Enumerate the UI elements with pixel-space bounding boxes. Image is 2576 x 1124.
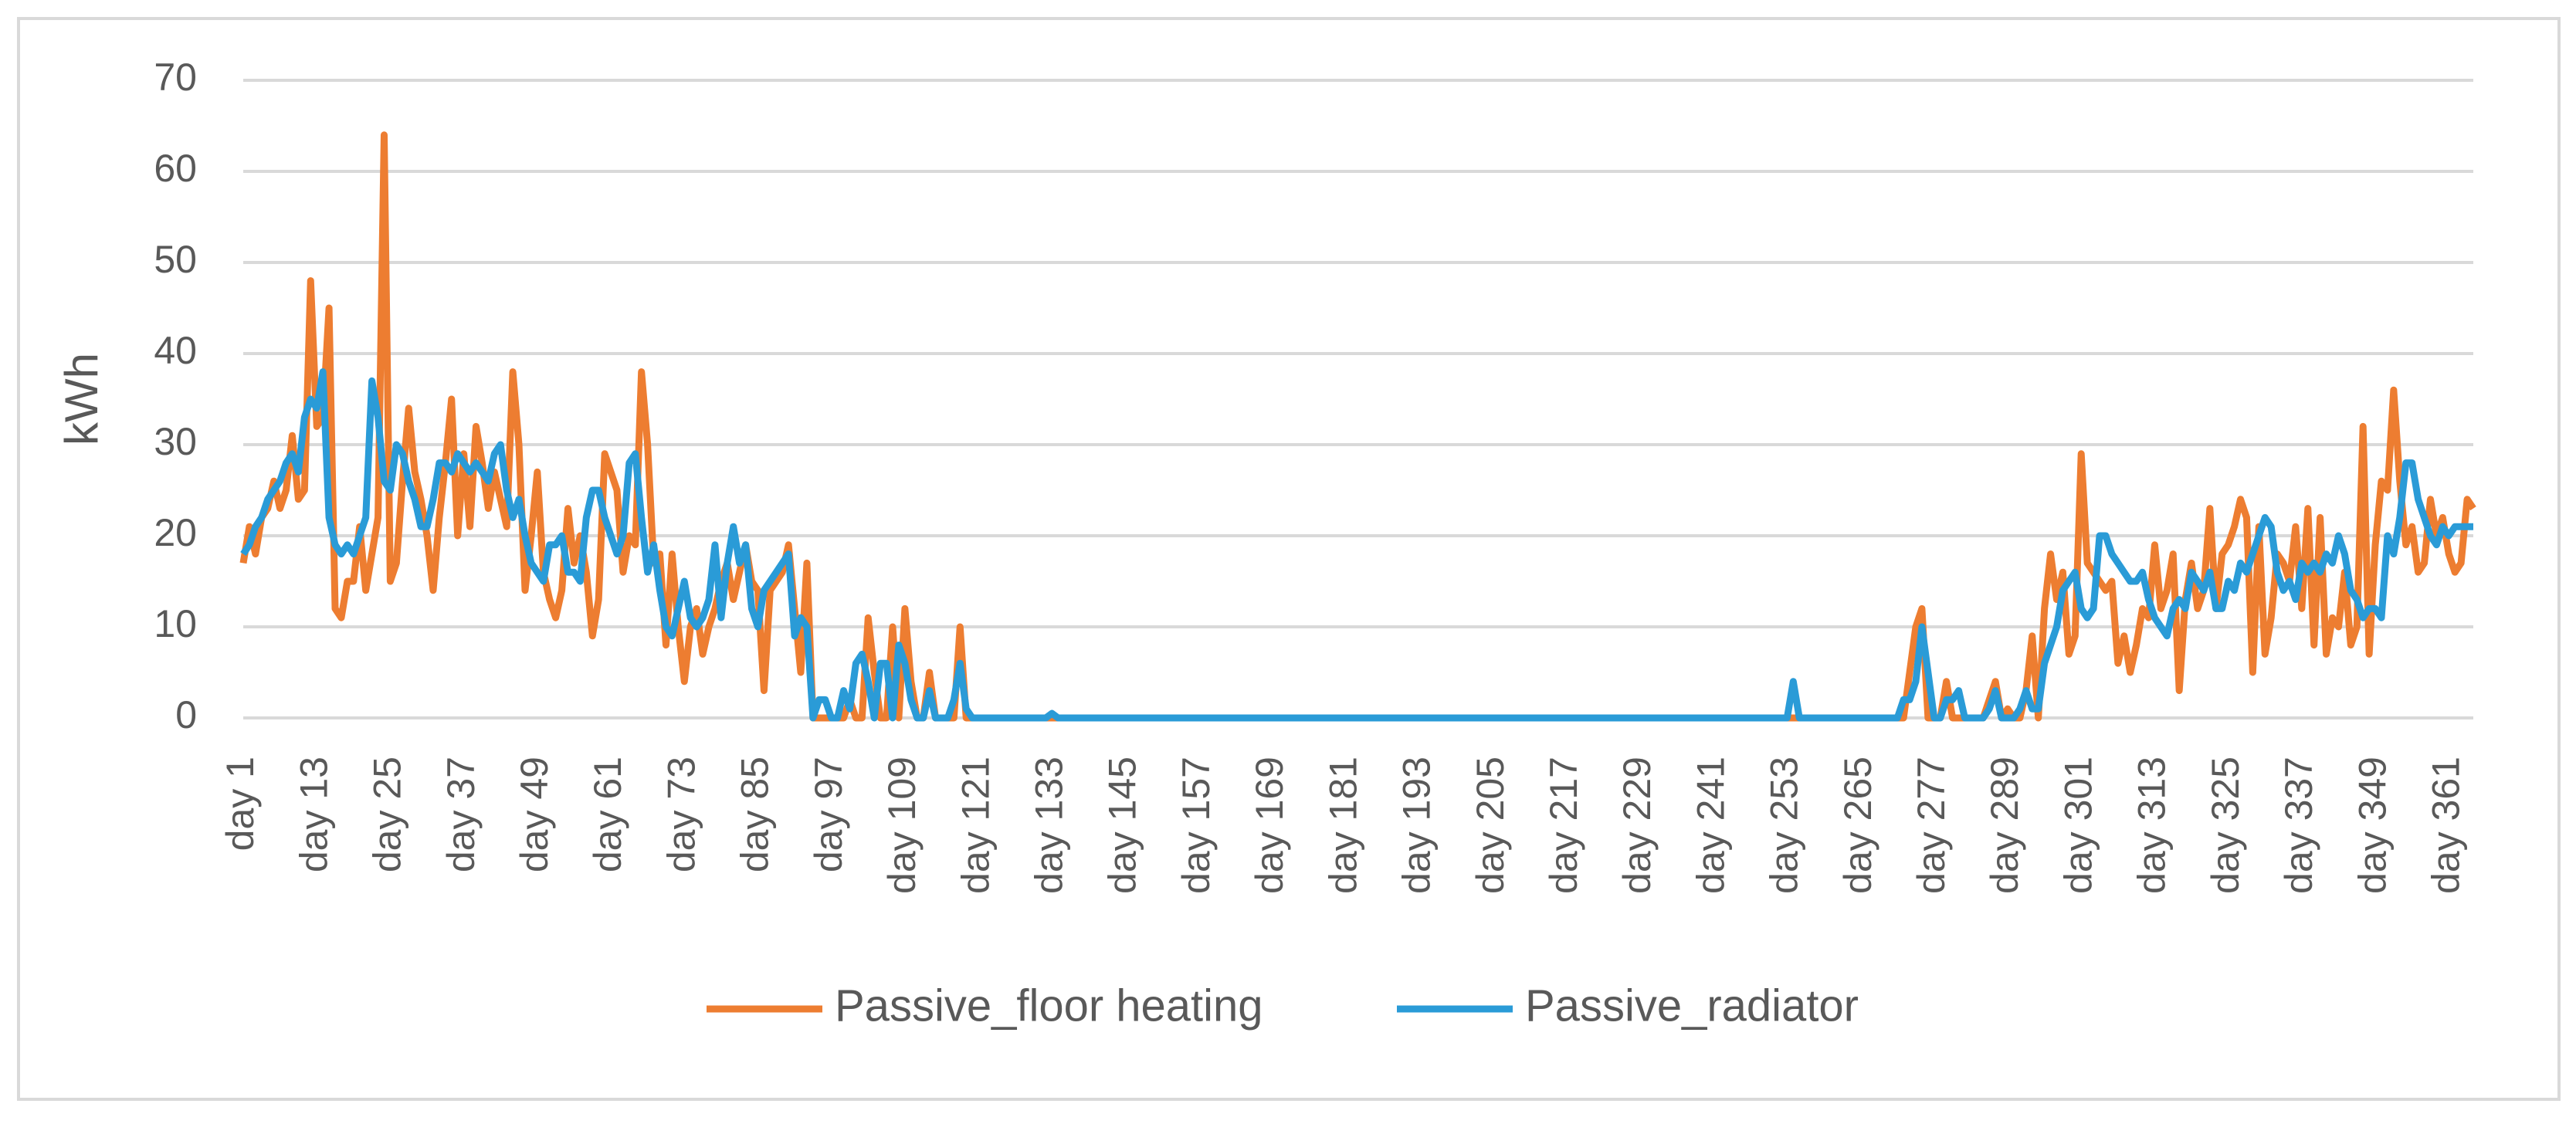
x-tick-label: day 169 — [1248, 757, 1291, 894]
x-tick-label: day 337 — [2277, 757, 2320, 894]
x-tick-label: day 313 — [2130, 757, 2174, 894]
x-tick-label: day 277 — [1910, 757, 1953, 894]
y-tick-label: 30 — [154, 420, 197, 463]
y-tick-label: 40 — [154, 329, 197, 372]
legend-label: Passive_floor heating — [835, 980, 1263, 1031]
x-tick-label: day 289 — [1983, 757, 2026, 894]
x-tick-label: day 133 — [1027, 757, 1070, 894]
x-tick-label: day 217 — [1542, 757, 1585, 894]
x-tick-label: day 13 — [292, 757, 335, 872]
x-tick-label: day 205 — [1469, 757, 1512, 894]
x-tick-label: day 145 — [1101, 757, 1144, 894]
x-tick-label: day 1 — [219, 757, 262, 851]
x-tick-label: day 97 — [807, 757, 850, 872]
x-tick-label: day 37 — [439, 757, 483, 872]
y-tick-label: 10 — [154, 602, 197, 645]
x-tick-label: day 253 — [1763, 757, 1806, 894]
x-tick-label: day 361 — [2424, 757, 2467, 894]
y-tick-label: 50 — [154, 238, 197, 281]
series-line — [240, 368, 2473, 722]
x-tick-label: day 61 — [586, 757, 629, 872]
legend-label: Passive_radiator — [1525, 980, 1859, 1031]
y-tick-label: 70 — [154, 56, 197, 99]
x-tick-label: day 181 — [1321, 757, 1364, 894]
x-tick-label: day 193 — [1395, 757, 1439, 894]
x-tick-label: day 265 — [1836, 757, 1879, 894]
x-tick-label: day 49 — [513, 757, 556, 872]
x-tick-label: day 109 — [880, 757, 924, 894]
x-tick-label: day 241 — [1689, 757, 1732, 894]
x-tick-label: day 73 — [659, 757, 703, 872]
y-tick-label: 0 — [175, 693, 197, 736]
x-tick-label: day 325 — [2204, 757, 2247, 894]
y-tick-label: 20 — [154, 511, 197, 554]
chart-frame — [17, 17, 2561, 1101]
y-tick-label: 60 — [154, 147, 197, 190]
x-tick-label: day 25 — [366, 757, 409, 872]
y-axis-title: kWh — [56, 353, 107, 445]
x-tick-label: day 229 — [1615, 757, 1659, 894]
x-tick-label: day 85 — [734, 757, 777, 872]
x-tick-label: day 349 — [2351, 757, 2394, 894]
x-tick-label: day 157 — [1174, 757, 1218, 894]
x-tick-label: day 121 — [954, 757, 997, 894]
x-tick-label: day 301 — [2056, 757, 2100, 894]
